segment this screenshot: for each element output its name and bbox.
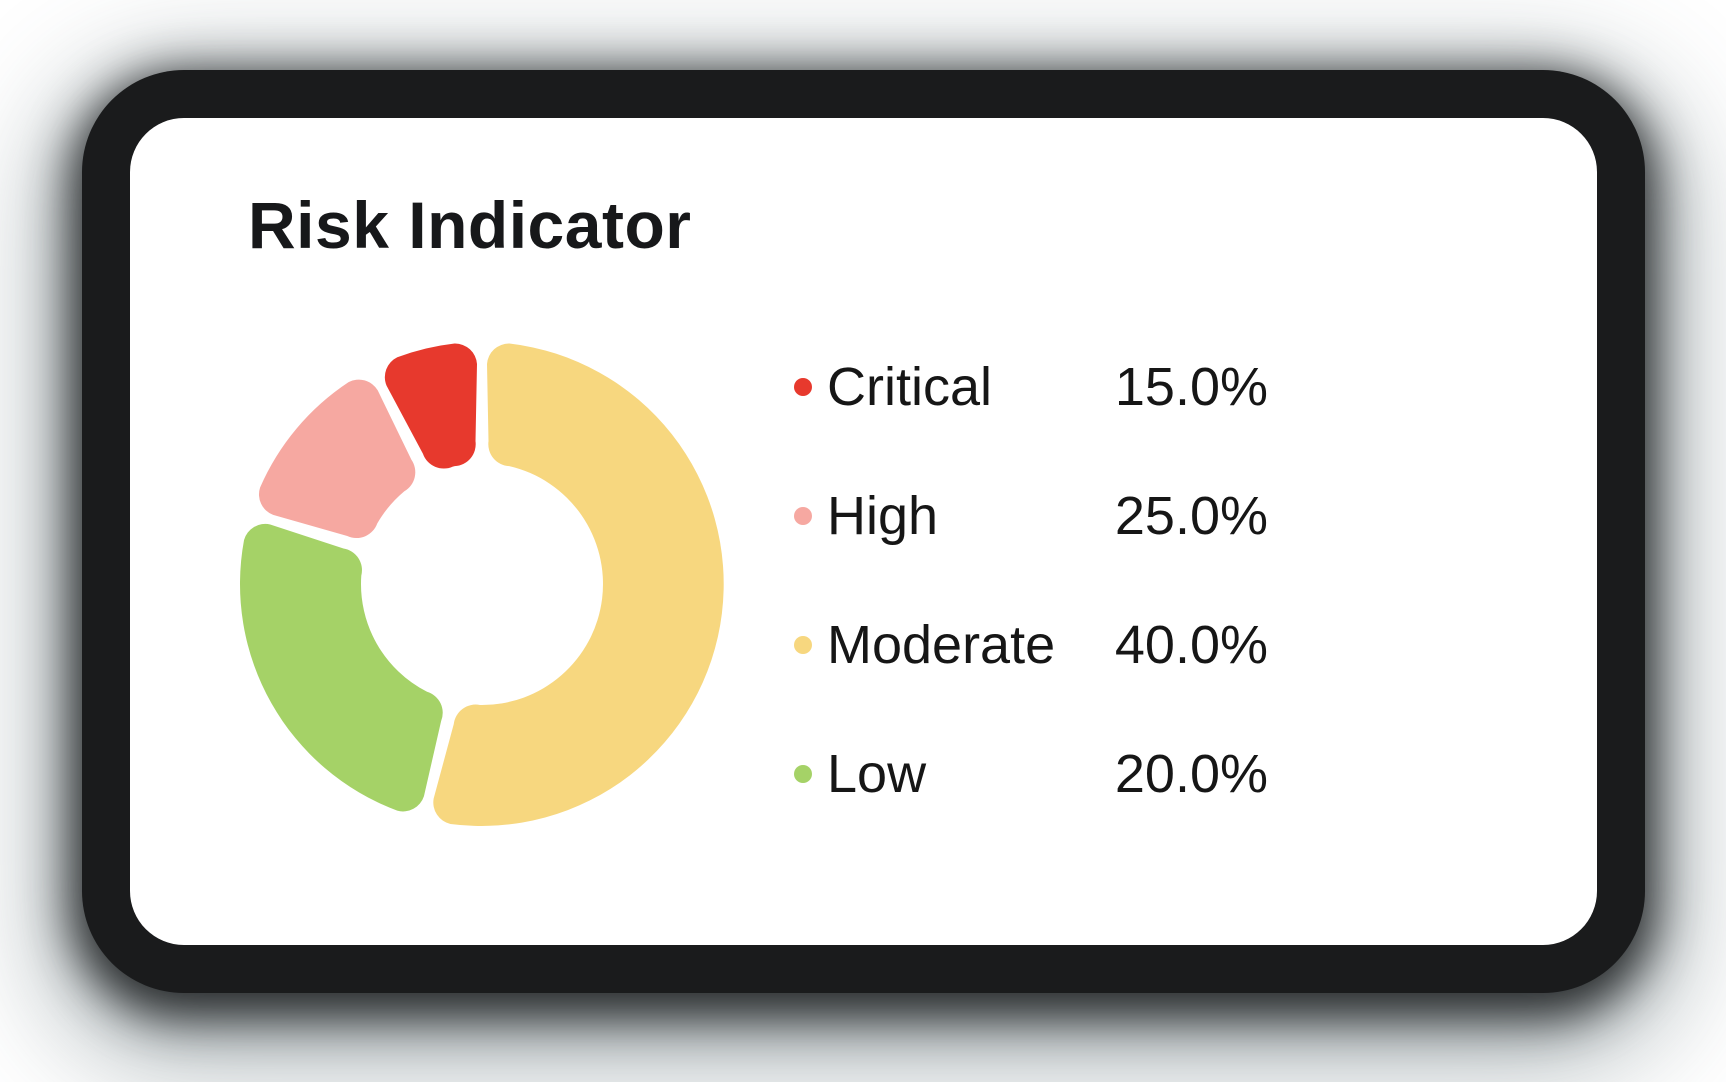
legend-item-value: 25.0% — [1114, 486, 1268, 546]
legend-item-label: Low — [827, 744, 927, 804]
donut-segment-moderate[interactable] — [433, 343, 724, 826]
legend-dot-icon — [794, 765, 812, 783]
legend-item-label: Moderate — [827, 615, 1056, 675]
legend-dot-icon — [794, 636, 812, 654]
donut-segment-critical[interactable] — [384, 343, 477, 469]
legend-item-high: High 25.0% — [794, 483, 1268, 549]
legend-item-label: High — [827, 486, 939, 546]
legend-dot-icon — [794, 378, 812, 396]
risk-donut-chart — [239, 343, 724, 826]
donut-segment-high[interactable] — [258, 379, 416, 539]
legend-item-value: 20.0% — [1114, 744, 1268, 804]
legend: Critical 15.0% High 25.0% Moderate 40.0%… — [794, 354, 1268, 807]
legend-item-moderate: Moderate 40.0% — [794, 612, 1268, 678]
donut-segment-low[interactable] — [239, 523, 443, 812]
legend-item-value: 40.0% — [1114, 615, 1268, 675]
legend-item-low: Low 20.0% — [794, 741, 1268, 807]
risk-indicator-card: Risk Indicator Critical 15.0% High 25.0%… — [130, 118, 1597, 945]
legend-item-value: 15.0% — [1114, 357, 1268, 417]
legend-item-critical: Critical 15.0% — [794, 354, 1268, 420]
legend-dot-icon — [794, 507, 812, 525]
legend-item-label: Critical — [827, 357, 993, 417]
card-title: Risk Indicator — [248, 188, 692, 262]
